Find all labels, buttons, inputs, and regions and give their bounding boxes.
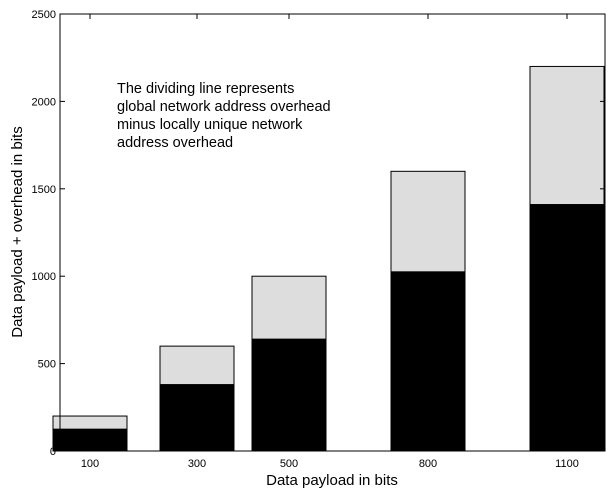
bar-upper-300	[159, 345, 235, 386]
bars-group	[52, 65, 605, 452]
y-tick-label-1500: 1500	[32, 184, 56, 196]
axis-ticks-group	[60, 13, 605, 452]
bar-lower-1100	[529, 204, 605, 452]
x-tick-label-500: 500	[280, 458, 298, 470]
bar-upper-1100	[529, 65, 605, 206]
annotation-line-4: address overhead	[117, 135, 233, 151]
plot-frame	[59, 13, 606, 452]
x-tick-label-300: 300	[188, 458, 206, 470]
y-axis-label: Data payload + overhead in bits	[9, 126, 26, 337]
bar-upper-500	[251, 275, 327, 340]
y-tick-label-2500: 2500	[32, 9, 56, 21]
annotation-line-3: minus locally unique network	[117, 117, 303, 133]
axis-labels-group: 100 300 500 800 1100 0 500 1000 1500 2000 2500	[32, 9, 579, 470]
x-tick-label-800: 800	[419, 458, 437, 470]
annotation-line-2: global network address overhead	[117, 99, 331, 115]
annotation: The dividing line represents global netw…	[117, 81, 331, 151]
x-tick-label-100: 100	[81, 458, 99, 470]
y-tick-label-0: 0	[50, 446, 56, 458]
y-tick-label-1000: 1000	[32, 271, 56, 283]
bar-lower-800	[390, 271, 466, 452]
annotation-line-1: The dividing line represents	[117, 81, 294, 97]
y-tick-label-2000: 2000	[32, 96, 56, 108]
bar-lower-300	[159, 384, 235, 452]
x-tick-label-1100: 1100	[555, 458, 579, 470]
bar-lower-500	[251, 338, 327, 452]
bar-upper-800	[390, 170, 466, 273]
bar-upper-100	[52, 415, 128, 430]
x-axis-label: Data payload in bits	[266, 472, 398, 489]
y-tick-label-500: 500	[38, 359, 56, 371]
